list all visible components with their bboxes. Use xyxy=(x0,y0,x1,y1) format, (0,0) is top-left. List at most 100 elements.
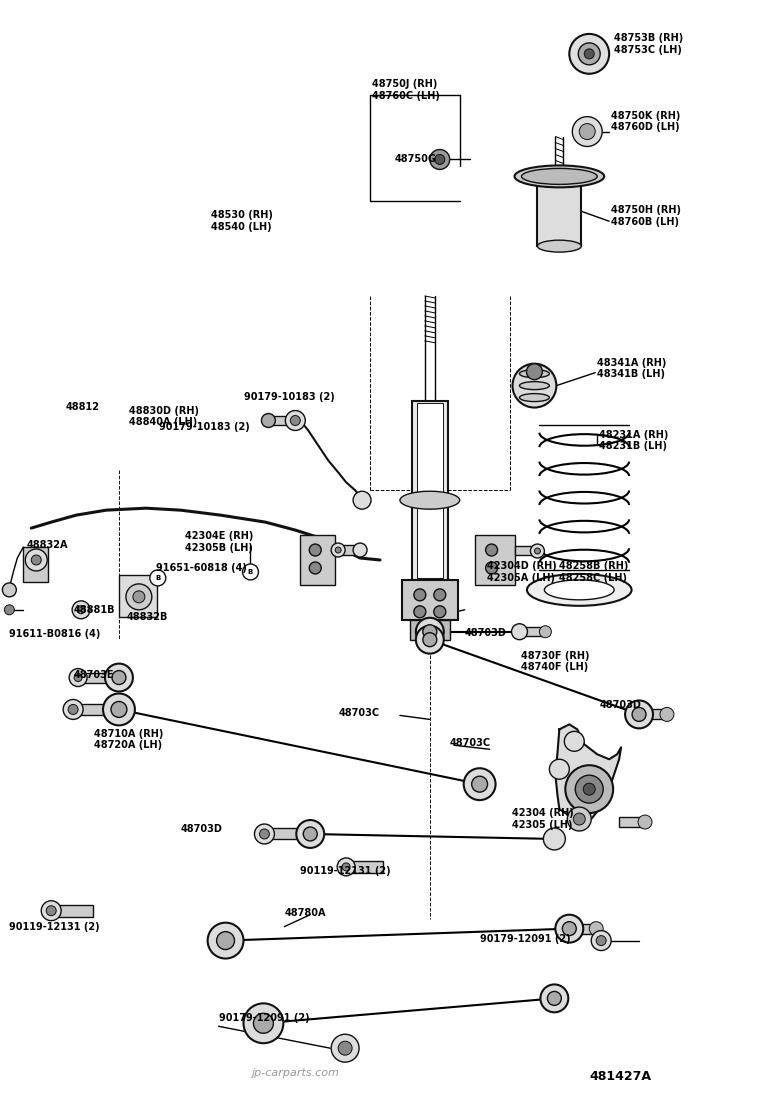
Circle shape xyxy=(255,824,274,844)
Text: 48812: 48812 xyxy=(65,401,99,411)
Circle shape xyxy=(259,830,269,838)
Circle shape xyxy=(69,668,87,686)
Bar xyxy=(475,535,515,585)
Text: 48341A (RH)
48341B (LH): 48341A (RH) 48341B (LH) xyxy=(597,358,667,379)
Text: 90119-12131 (2): 90119-12131 (2) xyxy=(9,922,100,932)
Bar xyxy=(81,673,121,683)
Circle shape xyxy=(578,43,600,64)
Text: 48703E: 48703E xyxy=(73,669,114,679)
Circle shape xyxy=(331,543,345,557)
Text: 42304E (RH)
42305B (LH): 42304E (RH) 42305B (LH) xyxy=(185,532,253,553)
Circle shape xyxy=(309,562,321,574)
Circle shape xyxy=(31,555,41,565)
Ellipse shape xyxy=(520,381,549,389)
Circle shape xyxy=(416,618,444,646)
Circle shape xyxy=(534,548,540,554)
Circle shape xyxy=(423,633,437,647)
Ellipse shape xyxy=(544,580,614,599)
Circle shape xyxy=(464,768,496,801)
Ellipse shape xyxy=(520,369,549,378)
Text: 48703D: 48703D xyxy=(464,627,507,637)
Ellipse shape xyxy=(537,240,581,252)
Text: 48703D: 48703D xyxy=(181,824,223,834)
Text: 90119-12131 (2): 90119-12131 (2) xyxy=(300,866,391,876)
Circle shape xyxy=(562,922,576,935)
Circle shape xyxy=(68,705,78,714)
Circle shape xyxy=(353,543,367,557)
Circle shape xyxy=(103,694,135,725)
Text: 48832A: 48832A xyxy=(27,540,68,550)
Circle shape xyxy=(285,410,306,430)
Circle shape xyxy=(591,931,611,951)
Circle shape xyxy=(335,547,341,553)
Text: jp-carparts.com: jp-carparts.com xyxy=(252,1069,339,1079)
Circle shape xyxy=(556,915,583,943)
Bar xyxy=(515,546,537,555)
Text: 90179-12091 (2): 90179-12091 (2) xyxy=(480,934,570,944)
Circle shape xyxy=(540,984,568,1012)
Text: 90179-10183 (2): 90179-10183 (2) xyxy=(159,423,249,433)
Circle shape xyxy=(242,564,258,580)
Circle shape xyxy=(423,625,437,638)
Text: 91651-60818 (4): 91651-60818 (4) xyxy=(156,563,247,573)
Text: 48703D: 48703D xyxy=(599,701,641,711)
Circle shape xyxy=(25,549,47,570)
Text: 90179-10183 (2): 90179-10183 (2) xyxy=(243,391,334,401)
Bar xyxy=(641,709,665,719)
Circle shape xyxy=(575,775,603,803)
Text: 48780A: 48780A xyxy=(284,907,326,917)
Circle shape xyxy=(530,544,544,558)
Ellipse shape xyxy=(400,492,460,509)
Circle shape xyxy=(331,1034,359,1062)
Circle shape xyxy=(583,783,595,795)
Text: 48750K (RH)
48760D (LH): 48750K (RH) 48760D (LH) xyxy=(611,111,680,132)
Circle shape xyxy=(638,815,652,830)
Circle shape xyxy=(290,416,300,426)
Circle shape xyxy=(309,544,321,556)
Text: 48753B (RH)
48753C (LH): 48753B (RH) 48753C (LH) xyxy=(614,33,683,54)
Text: 48703C: 48703C xyxy=(450,738,491,748)
Circle shape xyxy=(296,820,325,848)
Text: 48710A (RH)
48720A (LH): 48710A (RH) 48720A (LH) xyxy=(94,728,163,751)
Circle shape xyxy=(632,707,646,722)
Bar xyxy=(522,627,544,636)
Circle shape xyxy=(472,776,488,792)
Text: 48832B: 48832B xyxy=(127,612,168,622)
Bar xyxy=(76,705,121,715)
Circle shape xyxy=(584,49,594,59)
Circle shape xyxy=(434,606,446,618)
Text: 481427A: 481427A xyxy=(589,1070,651,1083)
Circle shape xyxy=(565,732,584,752)
Text: B: B xyxy=(248,569,253,575)
Ellipse shape xyxy=(521,168,597,185)
Text: 48258B (RH)
48258C (LH): 48258B (RH) 48258C (LH) xyxy=(559,562,629,583)
Circle shape xyxy=(217,932,235,950)
Polygon shape xyxy=(556,724,621,824)
Circle shape xyxy=(540,626,551,637)
Circle shape xyxy=(511,624,527,639)
Circle shape xyxy=(126,584,152,609)
Text: 48830D (RH)
48840A (LH): 48830D (RH) 48840A (LH) xyxy=(129,406,199,427)
Text: 48750H (RH)
48760B (LH): 48750H (RH) 48760B (LH) xyxy=(611,206,681,227)
Circle shape xyxy=(72,600,90,618)
Circle shape xyxy=(414,589,426,600)
Circle shape xyxy=(2,583,16,597)
Circle shape xyxy=(261,414,275,427)
Circle shape xyxy=(527,364,543,379)
Bar xyxy=(24,547,48,582)
Circle shape xyxy=(579,123,595,139)
Text: 42304 (RH)
42305 (LH): 42304 (RH) 42305 (LH) xyxy=(511,808,573,830)
Bar xyxy=(268,828,312,838)
Circle shape xyxy=(486,562,498,574)
Text: 91611-B0816 (4): 91611-B0816 (4) xyxy=(9,628,101,638)
Ellipse shape xyxy=(520,394,549,401)
Bar xyxy=(412,400,448,580)
Text: 90179-12091 (2): 90179-12091 (2) xyxy=(219,1013,309,1023)
Circle shape xyxy=(547,992,562,1005)
Text: 48530 (RH)
48540 (LH): 48530 (RH) 48540 (LH) xyxy=(211,210,273,232)
Bar xyxy=(619,817,643,827)
Circle shape xyxy=(565,765,613,813)
Text: 48231A (RH)
48231B (LH): 48231A (RH) 48231B (LH) xyxy=(599,429,669,451)
Circle shape xyxy=(414,606,426,618)
Circle shape xyxy=(342,863,350,871)
